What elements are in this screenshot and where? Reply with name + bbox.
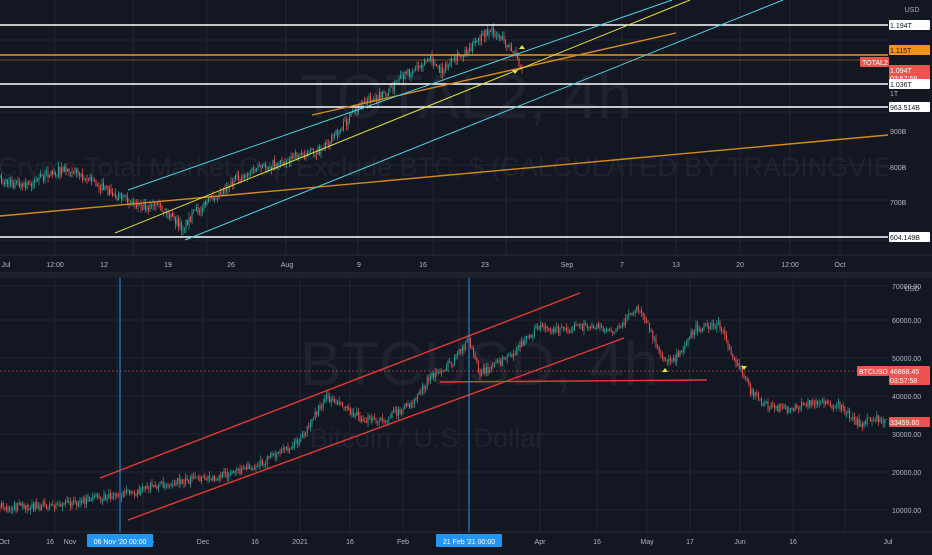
- top-time-tick: Aug: [281, 262, 294, 269]
- bottom-time-tick: 17: [686, 539, 694, 546]
- top-price-label: 1.115T: [890, 48, 912, 55]
- top-watermark-description: Crypto Total Market Cap Exclude BTC, $ (…: [0, 152, 926, 182]
- bottom-price-tick: 60000.00: [892, 318, 921, 325]
- bottom-time-tick: May: [640, 539, 654, 546]
- bottom-time-tick: Jul: [884, 539, 893, 546]
- bottom-drawings[interactable]: [99, 278, 747, 532]
- top-grid: [0, 0, 888, 255]
- bottom-time-tick: Nov: [64, 539, 77, 546]
- top-watermark-symbol: TOTAL2, 4h: [300, 63, 632, 132]
- bottom-price-label: 03:57:58: [890, 378, 917, 385]
- bottom-grid: [0, 278, 888, 532]
- top-price-label: 900B: [890, 129, 907, 136]
- top-candles: [0, 23, 523, 236]
- top-price-label: 1.194T: [890, 23, 913, 30]
- bottom-price-tick: 40000.00: [892, 394, 921, 401]
- bottom-time-tick: Jun: [734, 539, 745, 546]
- panel-divider[interactable]: [0, 272, 932, 278]
- top-time-tick: Jul: [2, 262, 11, 269]
- top-drawings[interactable]: [0, 0, 889, 241]
- top-time-tick: 12: [100, 262, 108, 269]
- bottom-time-tick: 16: [593, 539, 601, 546]
- top-time-tick: 12:00: [46, 262, 64, 269]
- bottom-price-label: BTCUSD: [859, 369, 888, 376]
- top-time-axis[interactable]: Jul 12:00 12 19 26 Aug 9 16 23 Sep 7 13 20 12:00 Oct: [0, 254, 932, 272]
- bottom-time-tick: 2021: [292, 539, 308, 546]
- top-currency-label: USD: [905, 7, 920, 14]
- bottom-price-label: 46868.45: [890, 369, 919, 376]
- top-price-label: TOTAL2: [862, 60, 888, 67]
- bottom-price-tick: 70000.00: [892, 284, 921, 291]
- time-marker-label: 21 Feb '21 00:00: [443, 539, 495, 546]
- top-time-tick: Sep: [561, 262, 574, 269]
- top-time-tick: 20: [736, 262, 744, 269]
- bottom-currency-label: USD: [905, 286, 920, 293]
- bottom-time-tick: Apr: [535, 539, 547, 546]
- bottom-chart-panel[interactable]: BTCUSD, 4h Bitcoin / U.S. Dollar: [0, 278, 888, 532]
- top-time-tick: 19: [164, 262, 172, 269]
- top-chart-panel[interactable]: TOTAL2, 4h Crypto Total Market Cap Exclu…: [0, 0, 926, 255]
- top-price-label: 1.036T: [890, 82, 913, 89]
- top-price-label: 1T: [890, 91, 899, 98]
- bottom-watermark-description: Bitcoin / U.S. Dollar: [310, 423, 544, 453]
- bottom-time-tick: Oct: [0, 539, 9, 546]
- top-price-label: 800B: [890, 165, 907, 172]
- bottom-watermark-symbol: BTCUSD, 4h: [300, 330, 658, 399]
- bottom-price-tick: 10000.00: [892, 508, 921, 515]
- bottom-time-tick: 16: [251, 539, 259, 546]
- bottom-time-axis[interactable]: Oct16Nov16Dec16202116Feb16Apr16May17Jun1…: [0, 531, 932, 550]
- bottom-time-tick: 16: [789, 539, 797, 546]
- top-time-tick: 12:00: [781, 262, 799, 269]
- top-time-tick: 16: [419, 262, 427, 269]
- bottom-price-label: 33459.60: [890, 420, 919, 427]
- bottom-price-tick: 30000.00: [892, 432, 921, 439]
- top-time-tick: 26: [227, 262, 235, 269]
- top-price-label: 700B: [890, 200, 907, 207]
- top-time-tick: 13: [672, 262, 680, 269]
- top-price-label: 963.514B: [890, 105, 920, 112]
- bottom-price-axis[interactable]: USD 70000.00 60000.00 50000.00 40000.00 3000…: [857, 278, 932, 532]
- top-price-axis[interactable]: USD 1.194T1.115TTOTAL21.094T03:57:581.03…: [860, 0, 932, 255]
- top-time-tick: 23: [481, 262, 489, 269]
- bottom-time-tick: Feb: [397, 539, 409, 546]
- top-price-label: 1.094T: [890, 68, 913, 75]
- bottom-candles: [0, 304, 887, 515]
- top-price-label: 604.149B: [890, 235, 920, 242]
- top-time-tick: 9: [357, 262, 361, 269]
- time-marker-label: 06 Nov '20 00:00: [94, 539, 147, 546]
- bottom-time-tick: 16: [346, 539, 354, 546]
- bottom-time-tick: 16: [46, 539, 54, 546]
- top-time-tick: 7: [620, 262, 624, 269]
- bottom-price-tick: 20000.00: [892, 470, 921, 477]
- bottom-price-tick: 50000.00: [892, 356, 921, 363]
- bottom-time-tick: Dec: [197, 539, 210, 546]
- top-time-tick: Oct: [835, 262, 846, 269]
